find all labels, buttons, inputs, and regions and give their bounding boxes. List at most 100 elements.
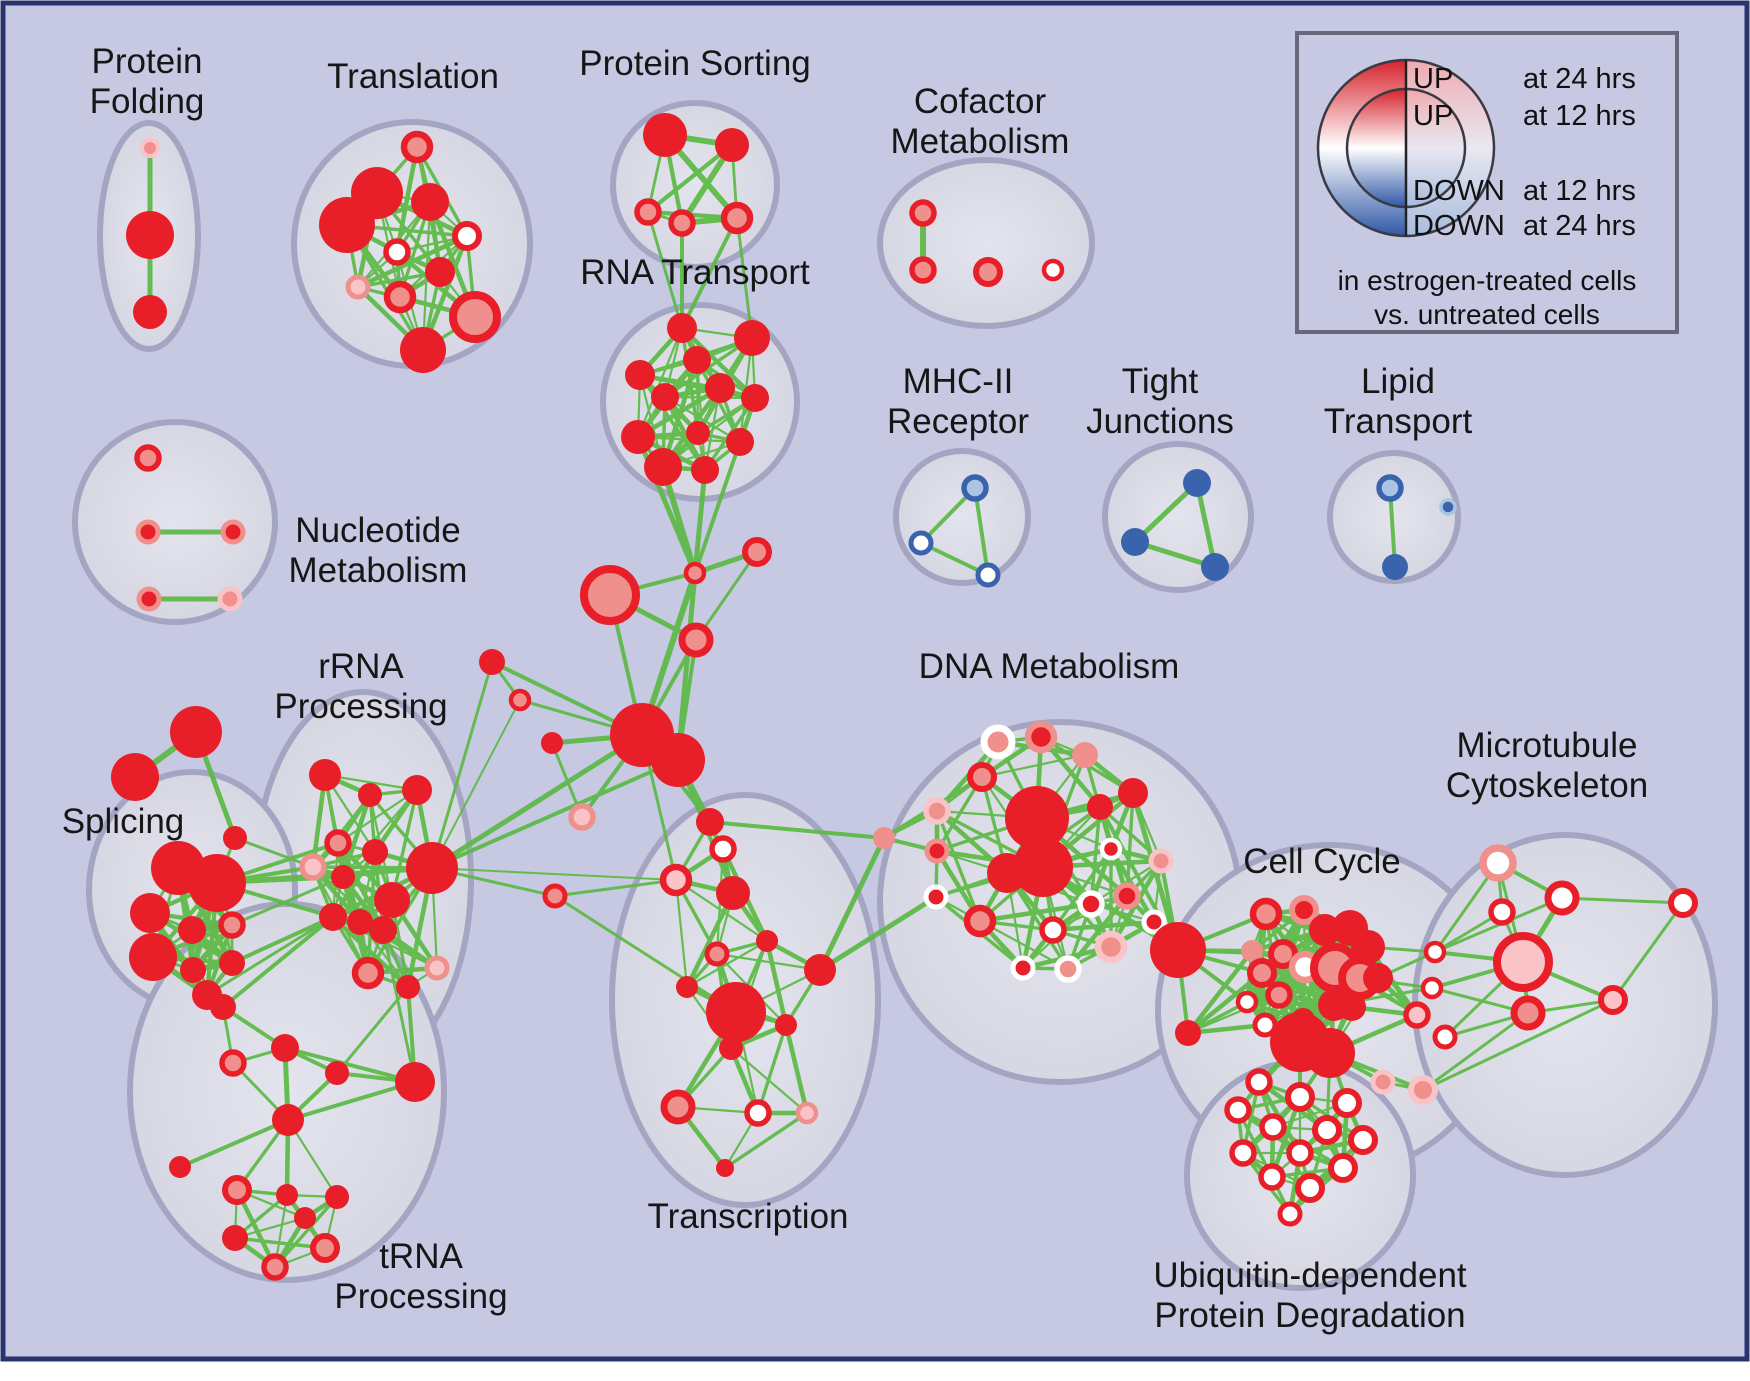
edge <box>756 1023 788 1115</box>
gene-node <box>217 586 243 612</box>
gene-node <box>678 622 714 658</box>
edge <box>729 1046 809 1115</box>
gene-node <box>1235 990 1259 1014</box>
gene-node <box>1493 932 1553 992</box>
gene-node <box>909 199 937 227</box>
gene-node <box>325 1185 349 1209</box>
gene-node <box>449 291 501 343</box>
gene-node <box>775 1014 797 1036</box>
gene-node <box>715 128 749 162</box>
edge <box>735 216 754 340</box>
gene-node <box>741 384 769 412</box>
gene-node <box>634 198 662 226</box>
gene-node <box>1072 742 1098 768</box>
edge <box>636 326 684 439</box>
gene-node <box>1289 895 1319 925</box>
gene-node <box>1328 1153 1358 1183</box>
edge <box>693 440 742 575</box>
gene-node <box>1286 1139 1314 1167</box>
edge <box>1185 948 1255 1036</box>
edge <box>715 952 822 972</box>
gene-node <box>1024 720 1058 754</box>
cluster-label-microtubule-cytoskeleton: Microtubule <box>1457 726 1638 765</box>
gene-node <box>219 950 245 976</box>
gene-node <box>1054 955 1082 983</box>
gene-node <box>129 933 177 981</box>
gene-node <box>973 257 1003 287</box>
cluster-label-trna-processing: Processing <box>334 1277 507 1316</box>
gene-node <box>345 274 371 300</box>
gene-node <box>272 1104 304 1136</box>
cluster-label-mhc-ii-receptor: MHC-II <box>903 362 1014 401</box>
gene-node <box>706 982 766 1042</box>
edge <box>336 788 419 845</box>
gene-node <box>967 762 997 792</box>
gene-node <box>668 209 696 237</box>
gene-node <box>402 775 432 805</box>
gene-node <box>1668 888 1698 918</box>
edge <box>358 920 410 989</box>
gene-node <box>383 238 411 266</box>
edge <box>708 820 886 840</box>
gene-node <box>188 854 246 912</box>
edge <box>381 928 417 1084</box>
cluster-label-rna-transport: RNA Transport <box>580 253 810 292</box>
edge <box>553 878 678 898</box>
gene-node <box>975 562 1001 588</box>
edge <box>1132 480 1200 545</box>
cluster-label-trna-processing: tRNA <box>379 1237 463 1276</box>
edge <box>723 1111 809 1170</box>
edge <box>680 216 739 330</box>
edge <box>1560 896 1685 905</box>
gene-node <box>299 853 327 881</box>
cluster-label-ubiquitin-dependent-protein-degradation: Protein Degradation <box>1154 1296 1465 1335</box>
gene-node <box>542 883 568 909</box>
gene-node <box>261 1253 289 1281</box>
gene-node <box>580 565 640 625</box>
gene-node <box>396 975 420 999</box>
cluster-label-tight-junctions: Tight <box>1122 362 1199 401</box>
cluster-label-ubiquitin-dependent-protein-degradation: Ubiquitin-dependent <box>1153 1256 1467 1295</box>
legend-time-label: at 12 hrs <box>1523 175 1636 207</box>
gene-node <box>1247 958 1277 988</box>
gene-node <box>411 183 449 221</box>
gene-node <box>1285 1082 1315 1112</box>
gene-node <box>676 976 698 998</box>
edge <box>283 1046 417 1084</box>
cluster-label-rrna-processing: Processing <box>274 687 447 726</box>
edge <box>273 1195 339 1269</box>
legend-time-label: at 24 hrs <box>1523 210 1636 242</box>
gene-node <box>400 130 434 164</box>
gene-node <box>1252 1012 1278 1038</box>
edge <box>764 938 789 1028</box>
cluster-cofactor-metabolism <box>877 157 1095 329</box>
edge <box>1185 970 1265 1036</box>
gene-node <box>644 448 682 486</box>
gene-node <box>180 957 206 983</box>
edge <box>430 758 680 870</box>
gene-node <box>220 519 246 545</box>
cluster-label-rrna-processing: rRNA <box>318 647 404 686</box>
gene-node <box>716 876 750 910</box>
gene-node <box>1332 1088 1362 1118</box>
gene-node <box>395 1062 435 1102</box>
cluster-label-nucleotide-metabolism: Metabolism <box>289 551 468 590</box>
cluster-label-lipid-transport: Transport <box>1324 402 1473 441</box>
gene-node <box>651 733 705 787</box>
gene-node <box>1305 1028 1355 1078</box>
edge <box>230 875 345 927</box>
gene-node <box>923 797 951 825</box>
gene-node <box>1150 922 1206 978</box>
edge <box>429 732 645 871</box>
edge <box>390 788 419 902</box>
cluster-label-nucleotide-metabolism: Nucleotide <box>295 511 460 550</box>
gene-node <box>1265 981 1293 1009</box>
cluster-label-cofactor-metabolism: Cofactor <box>914 82 1047 121</box>
gene-node <box>1309 914 1341 946</box>
gene-node <box>508 688 532 712</box>
cluster-label-transcription: Transcription <box>648 1197 849 1236</box>
gene-node <box>1439 498 1457 516</box>
gene-node <box>222 1225 248 1251</box>
gene-node <box>1488 898 1516 926</box>
